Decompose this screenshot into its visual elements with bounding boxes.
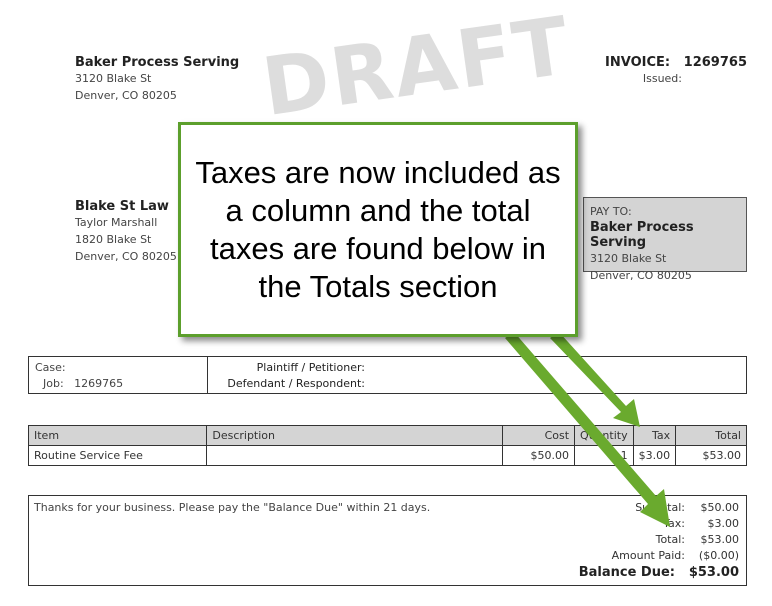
col-item: Item bbox=[27, 425, 208, 446]
total-row: Total: $53.00 bbox=[656, 533, 739, 546]
invoice-label: INVOICE: bbox=[605, 55, 671, 70]
amount-paid-row: Amount Paid: ($0.00) bbox=[612, 549, 739, 562]
totals-box: Thanks for your business. Please pay the… bbox=[28, 495, 747, 586]
bill-to-address2: Denver, CO 80205 bbox=[75, 250, 177, 263]
tax-value: $3.00 bbox=[707, 517, 740, 530]
pay-to-box: PAY TO: Baker Process Serving 3120 Blake… bbox=[583, 197, 747, 282]
bill-to-name: Blake St Law bbox=[75, 199, 169, 214]
defendant-label: Defendant / Respondent: bbox=[227, 377, 365, 390]
arrow-to-totals-tax-icon bbox=[505, 332, 670, 527]
issued-label: Issued: bbox=[642, 72, 682, 85]
cell-item: Routine Service Fee bbox=[27, 445, 208, 466]
amount-paid-value: ($0.00) bbox=[698, 549, 739, 562]
cell-cost: $50.00 bbox=[502, 445, 576, 466]
subtotal-value: $50.00 bbox=[700, 501, 740, 514]
invoice-header: INVOICE: 1269765 Issued: bbox=[605, 55, 747, 87]
col-total: Total bbox=[675, 425, 747, 446]
pay-to-address1: 3120 Blake St bbox=[590, 252, 667, 265]
cell-total: $53.00 bbox=[675, 445, 747, 466]
cell-description bbox=[206, 445, 504, 466]
case-box: Case: Job: 1269765 Plaintiff / Petitione… bbox=[28, 356, 747, 394]
balance-due-row: Balance Due: $53.00 bbox=[579, 565, 739, 580]
job-label: Job: bbox=[43, 377, 64, 390]
col-description: Description bbox=[206, 425, 504, 446]
items-header-row: Item Description Cost Quantity Tax Total bbox=[27, 425, 747, 446]
pay-to-address2: Denver, CO 80205 bbox=[590, 269, 692, 282]
col-tax: Tax bbox=[632, 425, 677, 446]
from-address: Baker Process Serving 3120 Blake St Denv… bbox=[75, 55, 239, 104]
bill-to-contact: Taylor Marshall bbox=[75, 216, 158, 229]
total-value: $53.00 bbox=[700, 533, 740, 546]
items-table: Item Description Cost Quantity Tax Total… bbox=[27, 425, 747, 466]
arrow-to-tax-column-icon bbox=[550, 332, 640, 427]
from-address2: Denver, CO 80205 bbox=[75, 89, 177, 102]
balance-due-label: Balance Due: bbox=[578, 565, 675, 580]
pay-to-name: Baker Process Serving bbox=[590, 220, 694, 250]
from-address1: 3120 Blake St bbox=[75, 72, 152, 85]
callout-text: Taxes are now included as a column and t… bbox=[195, 154, 561, 304]
amount-paid-label: Amount Paid: bbox=[611, 549, 685, 562]
plaintiff-label: Plaintiff / Petitioner: bbox=[256, 361, 365, 374]
callout-box: Taxes are now included as a column and t… bbox=[178, 122, 578, 337]
from-name: Baker Process Serving bbox=[75, 55, 240, 70]
col-cost: Cost bbox=[502, 425, 576, 446]
case-label: Case: bbox=[35, 361, 66, 374]
bill-to: Blake St Law Taylor Marshall 1820 Blake … bbox=[75, 199, 177, 265]
balance-due-value: $53.00 bbox=[688, 565, 739, 580]
thanks-note: Thanks for your business. Please pay the… bbox=[34, 501, 431, 514]
invoice-number: 1269765 bbox=[683, 55, 747, 70]
pay-to-label: PAY TO: bbox=[590, 205, 632, 218]
bill-to-address1: 1820 Blake St bbox=[75, 233, 152, 246]
job-value: 1269765 bbox=[74, 377, 124, 390]
table-row: Routine Service Fee $50.00 1 $3.00 $53.0… bbox=[27, 445, 747, 466]
total-label: Total: bbox=[655, 533, 685, 546]
